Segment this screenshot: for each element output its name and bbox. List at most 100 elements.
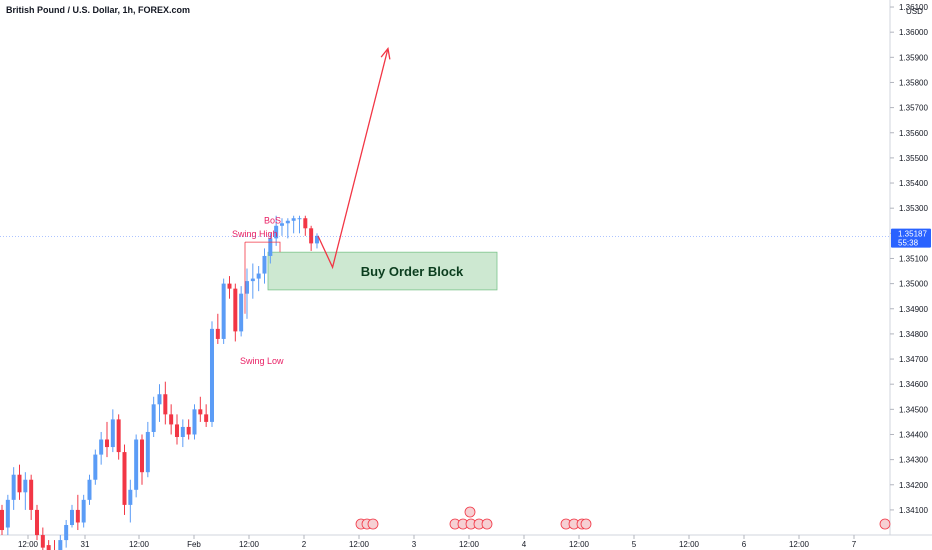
economic-event-flag-icon[interactable] bbox=[879, 518, 891, 530]
candle-body bbox=[268, 238, 273, 256]
candle-body bbox=[99, 439, 104, 455]
economic-event-flag-icon[interactable] bbox=[464, 506, 476, 518]
candle-body bbox=[0, 509, 4, 531]
price-tick-label: 1.35500 bbox=[899, 154, 928, 163]
candle-body bbox=[5, 499, 10, 528]
candle-body bbox=[11, 474, 16, 500]
time-tick-label: 4 bbox=[522, 540, 527, 549]
candle-body bbox=[204, 414, 209, 422]
time-tick-label: 12:00 bbox=[239, 540, 260, 549]
candle-body bbox=[128, 489, 133, 505]
candle-body bbox=[274, 225, 279, 239]
candle-body bbox=[180, 426, 185, 437]
price-tick-label: 1.34600 bbox=[899, 380, 928, 389]
candle-body bbox=[64, 525, 69, 541]
price-tick-label: 1.35400 bbox=[899, 179, 928, 188]
current-price-value: 1.35187 bbox=[898, 230, 927, 239]
candle-body bbox=[297, 218, 302, 220]
economic-event-flag-icon[interactable] bbox=[481, 518, 493, 530]
candle-body bbox=[23, 479, 28, 493]
candle-body bbox=[174, 424, 179, 437]
chart-title: British Pound / U.S. Dollar, 1h, FOREX.c… bbox=[6, 5, 191, 15]
candle-body bbox=[163, 394, 168, 415]
time-tick-label: Feb bbox=[187, 540, 201, 549]
candle-body bbox=[285, 220, 290, 224]
candle-body bbox=[122, 452, 127, 505]
time-tick-label: 12:00 bbox=[349, 540, 370, 549]
candle-body bbox=[221, 283, 226, 339]
buy-order-block-label: Buy Order Block bbox=[361, 264, 464, 279]
candle-body bbox=[239, 293, 244, 332]
bos-label: BoS bbox=[264, 215, 281, 225]
candle-body bbox=[34, 509, 39, 536]
candle-body bbox=[134, 439, 139, 490]
currency-label: USD bbox=[906, 7, 923, 16]
time-tick-label: 31 bbox=[81, 540, 90, 549]
candle-body bbox=[151, 404, 156, 432]
candle-body bbox=[215, 328, 220, 339]
time-tick-label: 6 bbox=[742, 540, 747, 549]
time-tick-label: 2 bbox=[302, 540, 307, 549]
current-price-countdown: 55:38 bbox=[898, 239, 919, 248]
price-tick-label: 1.34700 bbox=[899, 355, 928, 364]
time-tick-label: 12:00 bbox=[569, 540, 590, 549]
candle-body bbox=[186, 426, 191, 435]
time-tick-label: 12:00 bbox=[129, 540, 150, 549]
swing-high-line bbox=[245, 241, 281, 253]
candle-body bbox=[17, 474, 22, 493]
candle-body bbox=[169, 414, 174, 425]
time-tick-label: 7 bbox=[852, 540, 857, 549]
candle-body bbox=[69, 509, 74, 525]
candle-body bbox=[250, 278, 255, 282]
candle-body bbox=[29, 479, 34, 510]
candle-body bbox=[116, 419, 121, 453]
price-tick-label: 1.35600 bbox=[899, 129, 928, 138]
candle-body bbox=[244, 281, 249, 294]
price-tick-label: 1.34400 bbox=[899, 430, 928, 439]
candle-body bbox=[46, 545, 51, 550]
candle-body bbox=[58, 540, 63, 550]
price-tick-label: 1.34200 bbox=[899, 481, 928, 490]
current-price-tag bbox=[891, 228, 931, 248]
candle-body bbox=[104, 439, 109, 448]
candle-body bbox=[139, 439, 144, 473]
buy-order-block[interactable] bbox=[267, 251, 498, 291]
time-tick-label: 5 bbox=[632, 540, 637, 549]
candle-body bbox=[198, 409, 203, 415]
price-tick-label: 1.36000 bbox=[899, 28, 928, 37]
price-tick-label: 1.35100 bbox=[899, 254, 928, 263]
price-tick-label: 1.35700 bbox=[899, 104, 928, 113]
economic-event-flag-icon[interactable] bbox=[580, 518, 592, 530]
time-tick-label: 12:00 bbox=[789, 540, 810, 549]
projection-arrow-line bbox=[317, 48, 389, 270]
candle-body bbox=[262, 255, 267, 274]
price-tick-label: 1.34300 bbox=[899, 456, 928, 465]
candle-body bbox=[209, 328, 214, 422]
candle-body bbox=[227, 283, 232, 289]
candle-body bbox=[314, 235, 319, 244]
candle-body bbox=[309, 228, 314, 244]
candle-body bbox=[93, 454, 98, 480]
candle-body bbox=[192, 409, 197, 435]
candle-body bbox=[279, 223, 284, 226]
time-tick-label: 12:00 bbox=[679, 540, 700, 549]
price-tick-label: 1.35300 bbox=[899, 204, 928, 213]
candle-body bbox=[145, 431, 150, 473]
price-tick-label: 1.34100 bbox=[899, 506, 928, 515]
candle-body bbox=[110, 419, 115, 448]
candle-body bbox=[75, 509, 80, 523]
candle-body bbox=[233, 288, 238, 332]
candle-body bbox=[157, 394, 162, 405]
candle-body bbox=[303, 218, 308, 229]
candle-body bbox=[40, 535, 45, 548]
candle-body bbox=[256, 273, 261, 279]
price-tick-label: 1.34800 bbox=[899, 330, 928, 339]
time-tick-label: 12:00 bbox=[18, 540, 39, 549]
price-tick-label: 1.34500 bbox=[899, 405, 928, 414]
price-tick-label: 1.35000 bbox=[899, 280, 928, 289]
economic-event-flag-icon[interactable] bbox=[367, 518, 379, 530]
price-tick-label: 1.35900 bbox=[899, 53, 928, 62]
swing-low-label: Swing Low bbox=[240, 356, 284, 366]
price-tick-label: 1.35800 bbox=[899, 78, 928, 87]
